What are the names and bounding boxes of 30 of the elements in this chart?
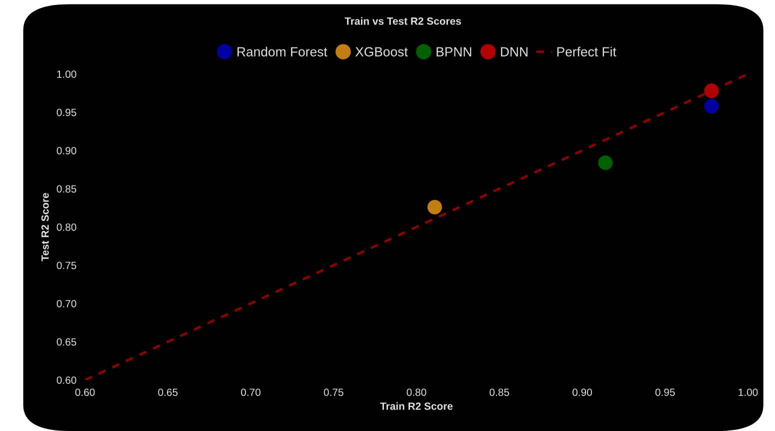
y-tick-label: 0.95 (56, 108, 76, 116)
point (427, 200, 442, 214)
x-tick-label: 0.70 (241, 388, 260, 396)
x-axis-title: Train R2 Score (380, 402, 453, 410)
y-tick-label: 0.75 (56, 262, 76, 270)
legend-label: DNN (501, 47, 528, 56)
y-axis-title: Test R2 Score (41, 193, 49, 262)
x-tick-label: 0.75 (324, 388, 344, 396)
x-tick-label: 0.60 (75, 388, 95, 396)
y-tick-label: 0.60 (56, 376, 76, 384)
x-tick-label: 0.90 (572, 388, 592, 396)
legend-label: BPNN (436, 47, 472, 56)
y-tick-label: 0.65 (56, 338, 76, 346)
legend-label: Random Forest (238, 46, 328, 56)
y-tick-label: 0.80 (56, 224, 76, 231)
legend-label: Perfect Fit (557, 46, 616, 56)
y-tick-label: 0.70 (56, 300, 76, 308)
y-tick-label: 0.90 (56, 147, 76, 154)
x-tick-label: 0.95 (655, 388, 675, 396)
legend-label: XGBoost (355, 47, 408, 56)
x-tick-label: 0.85 (490, 388, 510, 396)
x-tick-label: 0.65 (158, 388, 178, 396)
x-tick-label: 0.80 (406, 388, 426, 396)
point (704, 84, 719, 98)
x-tick-label: 1.00 (738, 388, 758, 396)
y-tick-label: 1.00 (57, 70, 76, 78)
point (598, 155, 613, 170)
chart-title: Train vs Test R2 Scores (344, 17, 461, 25)
y-tick-label: 0.85 (56, 185, 76, 193)
point (704, 98, 719, 114)
